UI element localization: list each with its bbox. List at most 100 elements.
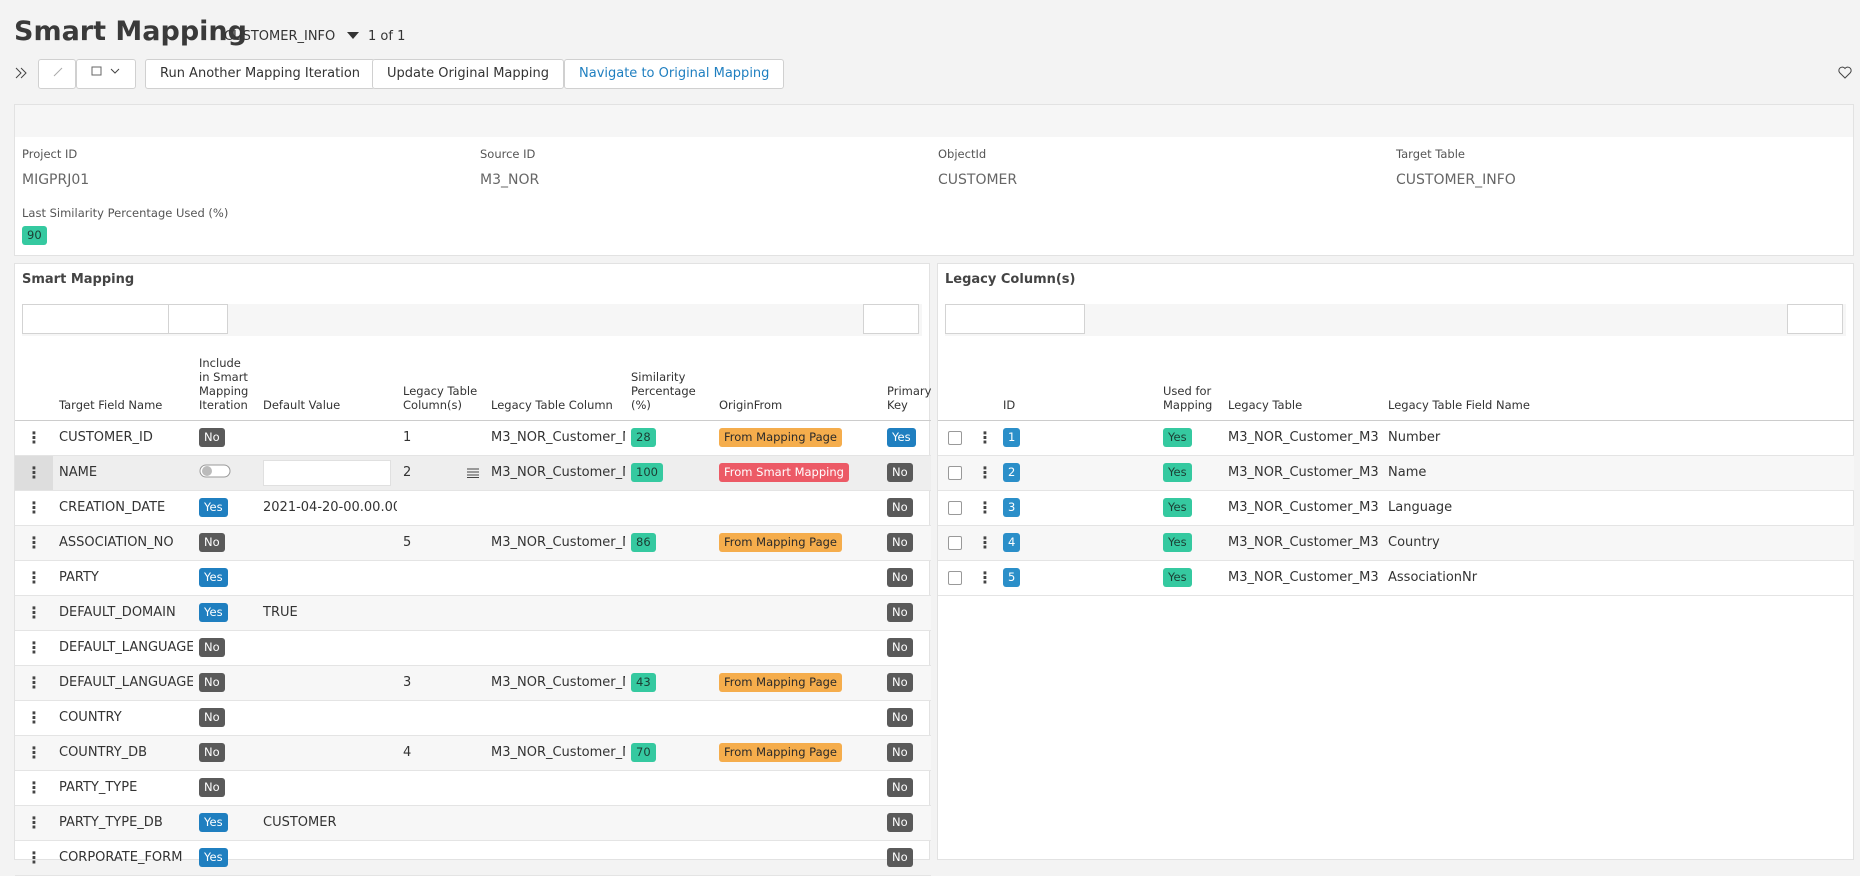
cell: DEFAULT_LANGUAGE	[53, 665, 193, 701]
checkbox[interactable]	[947, 500, 962, 515]
column-settings[interactable]	[1787, 304, 1843, 334]
cell: M3_NOR_Customer_M	[485, 455, 625, 491]
row-menu[interactable]: ⋮	[971, 560, 997, 596]
info-panel: Project ID MIGPRJ01 Source ID M3_NOR ObjectI…	[14, 104, 1854, 256]
cell: No	[881, 840, 931, 876]
badge: Yes	[1163, 498, 1192, 517]
column-settings[interactable]	[863, 304, 919, 334]
checkbox[interactable]	[947, 465, 962, 480]
input-box[interactable]	[263, 459, 391, 486]
cell-text: 5	[403, 535, 412, 550]
row-menu[interactable]: ⋮	[15, 595, 53, 631]
table-row[interactable]: ⋮ DEFAULT_LANGUAGE No 3 M3_NOR_Customer_M 43 F…	[15, 665, 931, 701]
table-row[interactable]: ⋮ CORPORATE_FORM Yes No	[15, 840, 931, 876]
cell-text: COUNTRY	[59, 710, 122, 725]
table-row[interactable]: ⋮ PARTY_TYPE No No	[15, 770, 931, 806]
badge: 2	[1003, 463, 1021, 482]
cell: No	[193, 700, 257, 736]
badge: No	[887, 673, 913, 692]
row-menu[interactable]: ⋮	[15, 630, 53, 666]
table-row[interactable]: ⋮ ASSOCIATION_NO No 5 M3_NOR_Customer_M 86 Fro…	[15, 525, 931, 561]
badge: No	[887, 498, 913, 517]
checkbox[interactable]	[947, 535, 962, 550]
table-row[interactable]: ⋮ PARTY Yes No	[15, 560, 931, 596]
row-menu[interactable]: ⋮	[15, 770, 53, 806]
header-cell	[15, 344, 53, 421]
toolbar-button[interactable]: Navigate to Original Mapping	[564, 59, 785, 89]
cell	[397, 805, 485, 841]
toggle[interactable]	[199, 463, 233, 479]
cell-text: 1	[403, 430, 412, 445]
edit-button[interactable]	[38, 59, 76, 89]
actions-dropdown[interactable]	[76, 59, 136, 89]
badge: No	[887, 603, 913, 622]
cell: No	[193, 735, 257, 771]
badge: Yes	[199, 568, 228, 587]
table-row[interactable]: ⋮ 2 Yes M3_NOR_Customer_M3 Name	[938, 455, 1854, 491]
badge: 86	[631, 533, 656, 552]
row-menu[interactable]: ⋮	[971, 490, 997, 526]
table-tools[interactable]	[22, 304, 172, 334]
cell	[485, 840, 625, 876]
row-menu[interactable]: ⋮	[15, 735, 53, 771]
table-row[interactable]: ⋮ 5 Yes M3_NOR_Customer_M3 AssociationNr	[938, 560, 1854, 596]
cell-text: CREATION_DATE	[59, 500, 166, 515]
record-count: 1 of 1	[368, 29, 406, 44]
row-menu[interactable]: ⋮	[15, 560, 53, 596]
column-header: ID	[997, 344, 1157, 421]
list-icon[interactable]	[467, 468, 479, 478]
table-row[interactable]: ⋮ DEFAULT_LANGUAGE No No	[15, 630, 931, 666]
cell: Yes	[1157, 420, 1222, 456]
cell: Yes	[193, 595, 257, 631]
table-row[interactable]: ⋮ COUNTRY_DB No 4 M3_NOR_Customer_M 70 From Ma…	[15, 735, 931, 771]
row-menu[interactable]: ⋮	[971, 420, 997, 456]
cell	[257, 560, 397, 596]
row-menu[interactable]: ⋮	[15, 455, 53, 491]
row-menu[interactable]: ⋮	[15, 840, 53, 876]
badge: 100	[631, 463, 663, 482]
toolbar-button[interactable]: Run Another Mapping Iteration	[145, 59, 376, 89]
table-row[interactable]: ⋮ COUNTRY No No	[15, 700, 931, 736]
column-header: Legacy Table	[1222, 344, 1382, 421]
row-menu[interactable]: ⋮	[971, 455, 997, 491]
row-menu[interactable]: ⋮	[15, 525, 53, 561]
cell: ASSOCIATION_NO	[53, 525, 193, 561]
badge: From Mapping Page	[719, 533, 842, 552]
badge: 3	[1003, 498, 1021, 517]
badge: Yes	[1163, 568, 1192, 587]
table-row[interactable]: ⋮ DEFAULT_DOMAIN Yes TRUE No	[15, 595, 931, 631]
similarity-badge: 90	[22, 226, 47, 245]
table-row[interactable]: ⋮ 3 Yes M3_NOR_Customer_M3 Language	[938, 490, 1854, 526]
cell-text: 2	[403, 465, 412, 480]
table-row[interactable]: ⋮ 4 Yes M3_NOR_Customer_M3 Country	[938, 525, 1854, 561]
row-menu[interactable]: ⋮	[15, 665, 53, 701]
cell: No	[881, 490, 931, 526]
row-menu[interactable]: ⋮	[15, 805, 53, 841]
favorite-icon[interactable]	[1838, 66, 1852, 79]
cell: Number	[1382, 420, 1854, 456]
record-selector[interactable]: CUSTOMER_INFO	[224, 29, 360, 44]
row-menu[interactable]: ⋮	[15, 420, 53, 456]
checkbox[interactable]	[947, 570, 962, 585]
checkbox[interactable]	[947, 430, 962, 445]
expand-icon[interactable]	[14, 66, 28, 80]
table-actions[interactable]	[168, 304, 228, 334]
table-tools[interactable]	[945, 304, 1085, 334]
table-row[interactable]: ⋮ CREATION_DATE Yes 2021-04-20-00.00.00 No	[15, 490, 931, 526]
row-menu[interactable]: ⋮	[15, 490, 53, 526]
toolbar-button[interactable]: Update Original Mapping	[372, 59, 565, 89]
cell: No	[881, 665, 931, 701]
tbody: ⋮ CUSTOMER_ID No 1 M3_NOR_Customer_M 28 From M…	[15, 420, 931, 876]
table-row[interactable]: ⋮ 1 Yes M3_NOR_Customer_M3 Number	[938, 420, 1854, 456]
row-menu[interactable]: ⋮	[15, 700, 53, 736]
cell: CORPORATE_FORM	[53, 840, 193, 876]
table-row[interactable]: ⋮ NAME 2 M3_NOR_Customer_M 100 From Smart Map…	[15, 455, 931, 491]
table-row[interactable]: ⋮ PARTY_TYPE_DB Yes CUSTOMER No	[15, 805, 931, 841]
table-row[interactable]: ⋮ CUSTOMER_ID No 1 M3_NOR_Customer_M 28 From M…	[15, 420, 931, 456]
data-table: ID Used for Mapping Legacy Table Legacy Tab…	[938, 344, 1854, 596]
cell	[625, 595, 713, 631]
cell	[485, 805, 625, 841]
row-menu[interactable]: ⋮	[971, 525, 997, 561]
badge: 4	[1003, 533, 1021, 552]
cell	[625, 805, 713, 841]
